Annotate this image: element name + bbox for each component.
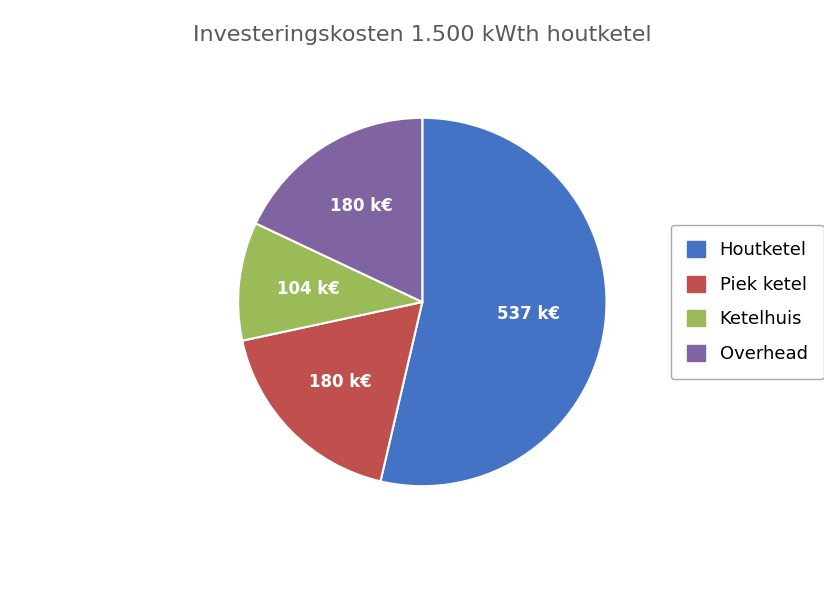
Text: 537 k€: 537 k€ — [497, 305, 560, 323]
Text: 180 k€: 180 k€ — [310, 373, 372, 391]
Legend: Houtketel, Piek ketel, Ketelhuis, Overhead: Houtketel, Piek ketel, Ketelhuis, Overhe… — [671, 225, 824, 379]
Wedge shape — [242, 302, 423, 481]
Text: 180 k€: 180 k€ — [330, 197, 392, 215]
Text: 104 k€: 104 k€ — [278, 280, 340, 298]
Wedge shape — [238, 224, 423, 341]
Title: Investeringskosten 1.500 kWth houtketel: Investeringskosten 1.500 kWth houtketel — [193, 25, 652, 45]
Wedge shape — [255, 118, 423, 302]
Wedge shape — [381, 118, 606, 486]
